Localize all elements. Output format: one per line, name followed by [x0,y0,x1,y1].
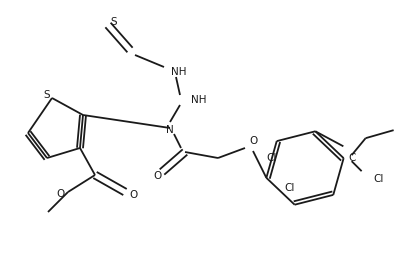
Text: O: O [57,189,65,199]
Text: O: O [154,171,162,181]
Text: S: S [110,17,116,27]
Text: C: C [348,153,355,163]
Text: Cl: Cl [266,153,276,163]
Text: NH: NH [190,95,206,105]
Text: N: N [166,125,174,135]
Text: Cl: Cl [373,174,383,184]
Text: NH: NH [170,67,186,77]
Text: O: O [129,190,137,200]
Text: O: O [248,136,257,146]
Text: S: S [44,90,50,100]
Text: Cl: Cl [284,183,294,193]
